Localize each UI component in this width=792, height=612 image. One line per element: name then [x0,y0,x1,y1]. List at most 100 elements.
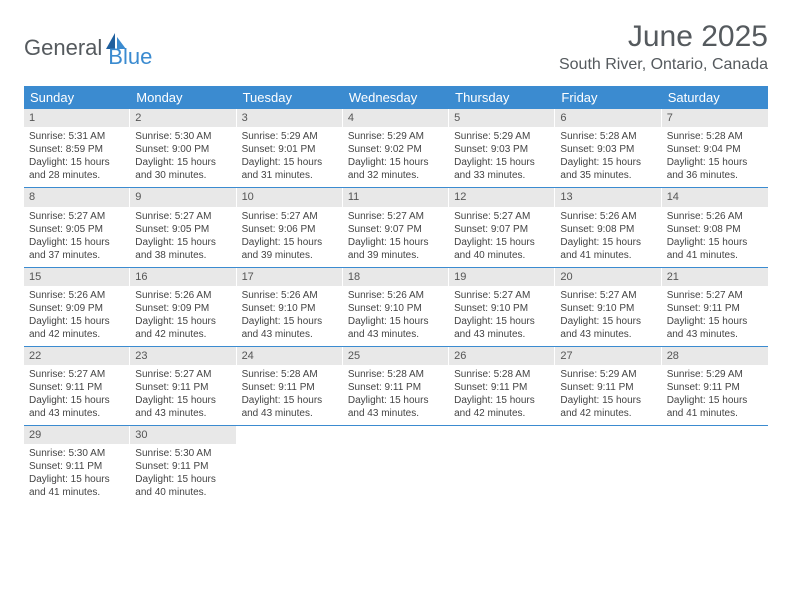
week-row: 29Sunrise: 5:30 AMSunset: 9:11 PMDayligh… [24,426,768,504]
day-cell: 6Sunrise: 5:28 AMSunset: 9:03 PMDaylight… [555,109,661,187]
calendar-page: General Blue June 2025 South River, Onta… [0,0,792,524]
day-number: 1 [24,109,130,127]
sunset-text: Sunset: 9:07 PM [454,223,550,236]
day-body: Sunrise: 5:28 AMSunset: 9:11 PMDaylight:… [449,365,555,425]
day-cell [555,426,661,504]
day-body: Sunrise: 5:29 AMSunset: 9:03 PMDaylight:… [449,127,555,187]
daylight-text: Daylight: 15 hours and 35 minutes. [560,156,656,182]
weeks-container: 1Sunrise: 5:31 AMSunset: 8:59 PMDaylight… [24,109,768,504]
sunrise-text: Sunrise: 5:26 AM [667,210,763,223]
weekday-header: Tuesday [237,86,343,109]
sunrise-text: Sunrise: 5:31 AM [29,130,125,143]
location-label: South River, Ontario, Canada [559,56,768,74]
daylight-text: Daylight: 15 hours and 43 minutes. [242,315,338,341]
daylight-text: Daylight: 15 hours and 43 minutes. [667,315,763,341]
day-body: Sunrise: 5:26 AMSunset: 9:10 PMDaylight:… [237,286,343,346]
day-cell [343,426,449,504]
sunset-text: Sunset: 9:10 PM [242,302,338,315]
daylight-text: Daylight: 15 hours and 43 minutes. [348,315,444,341]
day-body: Sunrise: 5:26 AMSunset: 9:09 PMDaylight:… [24,286,130,346]
day-body: Sunrise: 5:29 AMSunset: 9:11 PMDaylight:… [555,365,661,425]
sunrise-text: Sunrise: 5:27 AM [348,210,444,223]
day-body: Sunrise: 5:27 AMSunset: 9:07 PMDaylight:… [343,207,449,267]
brand-text-general: General [24,35,102,61]
day-cell: 19Sunrise: 5:27 AMSunset: 9:10 PMDayligh… [449,268,555,346]
day-body: Sunrise: 5:31 AMSunset: 8:59 PMDaylight:… [24,127,130,187]
day-number: 27 [555,347,661,365]
sunrise-text: Sunrise: 5:27 AM [29,368,125,381]
day-body: Sunrise: 5:26 AMSunset: 9:08 PMDaylight:… [662,207,768,267]
sunrise-text: Sunrise: 5:27 AM [29,210,125,223]
sunset-text: Sunset: 9:11 PM [348,381,444,394]
day-body: Sunrise: 5:30 AMSunset: 9:11 PMDaylight:… [130,444,236,504]
day-cell: 30Sunrise: 5:30 AMSunset: 9:11 PMDayligh… [130,426,236,504]
daylight-text: Daylight: 15 hours and 32 minutes. [348,156,444,182]
day-body: Sunrise: 5:27 AMSunset: 9:06 PMDaylight:… [237,207,343,267]
week-row: 1Sunrise: 5:31 AMSunset: 8:59 PMDaylight… [24,109,768,188]
sunset-text: Sunset: 9:10 PM [560,302,656,315]
sunrise-text: Sunrise: 5:27 AM [560,289,656,302]
daylight-text: Daylight: 15 hours and 41 minutes. [667,394,763,420]
sunrise-text: Sunrise: 5:29 AM [348,130,444,143]
day-cell: 7Sunrise: 5:28 AMSunset: 9:04 PMDaylight… [662,109,768,187]
day-number: 28 [662,347,768,365]
daylight-text: Daylight: 15 hours and 42 minutes. [454,394,550,420]
day-number: 8 [24,188,130,206]
day-body: Sunrise: 5:28 AMSunset: 9:11 PMDaylight:… [237,365,343,425]
day-number: 12 [449,188,555,206]
page-header: General Blue June 2025 South River, Onta… [24,20,768,74]
sunset-text: Sunset: 9:08 PM [560,223,656,236]
sunrise-text: Sunrise: 5:30 AM [29,447,125,460]
sunset-text: Sunset: 9:11 PM [29,460,125,473]
day-number: 26 [449,347,555,365]
day-cell: 22Sunrise: 5:27 AMSunset: 9:11 PMDayligh… [24,347,130,425]
day-cell: 3Sunrise: 5:29 AMSunset: 9:01 PMDaylight… [237,109,343,187]
daylight-text: Daylight: 15 hours and 28 minutes. [29,156,125,182]
sunrise-text: Sunrise: 5:28 AM [560,130,656,143]
day-cell: 29Sunrise: 5:30 AMSunset: 9:11 PMDayligh… [24,426,130,504]
day-cell: 24Sunrise: 5:28 AMSunset: 9:11 PMDayligh… [237,347,343,425]
day-cell: 8Sunrise: 5:27 AMSunset: 9:05 PMDaylight… [24,188,130,266]
day-body: Sunrise: 5:28 AMSunset: 9:03 PMDaylight:… [555,127,661,187]
sunrise-text: Sunrise: 5:27 AM [454,289,550,302]
title-block: June 2025 South River, Ontario, Canada [559,20,768,74]
day-body: Sunrise: 5:27 AMSunset: 9:10 PMDaylight:… [555,286,661,346]
brand-logo: General Blue [24,20,152,70]
daylight-text: Daylight: 15 hours and 43 minutes. [242,394,338,420]
calendar-grid: Sunday Monday Tuesday Wednesday Thursday… [24,86,768,504]
daylight-text: Daylight: 15 hours and 41 minutes. [667,236,763,262]
sunset-text: Sunset: 9:11 PM [29,381,125,394]
day-body: Sunrise: 5:27 AMSunset: 9:05 PMDaylight:… [130,207,236,267]
month-title: June 2025 [559,20,768,54]
day-body: Sunrise: 5:27 AMSunset: 9:05 PMDaylight:… [24,207,130,267]
day-body: Sunrise: 5:30 AMSunset: 9:11 PMDaylight:… [24,444,130,504]
weekday-header: Sunday [24,86,130,109]
day-body: Sunrise: 5:30 AMSunset: 9:00 PMDaylight:… [130,127,236,187]
sunrise-text: Sunrise: 5:27 AM [667,289,763,302]
sunset-text: Sunset: 9:05 PM [135,223,231,236]
sunset-text: Sunset: 9:11 PM [135,381,231,394]
sunset-text: Sunset: 9:05 PM [29,223,125,236]
day-number: 5 [449,109,555,127]
brand-text-blue: Blue [108,26,152,70]
daylight-text: Daylight: 15 hours and 41 minutes. [29,473,125,499]
weekday-header: Friday [555,86,661,109]
day-cell: 28Sunrise: 5:29 AMSunset: 9:11 PMDayligh… [662,347,768,425]
sunrise-text: Sunrise: 5:27 AM [454,210,550,223]
sunrise-text: Sunrise: 5:28 AM [348,368,444,381]
day-body: Sunrise: 5:29 AMSunset: 9:02 PMDaylight:… [343,127,449,187]
weekday-header: Monday [130,86,236,109]
day-number: 15 [24,268,130,286]
sunset-text: Sunset: 9:03 PM [454,143,550,156]
day-cell: 5Sunrise: 5:29 AMSunset: 9:03 PMDaylight… [449,109,555,187]
day-number: 11 [343,188,449,206]
day-number: 3 [237,109,343,127]
sunset-text: Sunset: 9:11 PM [242,381,338,394]
sunset-text: Sunset: 9:04 PM [667,143,763,156]
day-number: 17 [237,268,343,286]
day-cell: 25Sunrise: 5:28 AMSunset: 9:11 PMDayligh… [343,347,449,425]
week-row: 8Sunrise: 5:27 AMSunset: 9:05 PMDaylight… [24,188,768,267]
day-number: 16 [130,268,236,286]
sunset-text: Sunset: 9:09 PM [135,302,231,315]
day-cell: 27Sunrise: 5:29 AMSunset: 9:11 PMDayligh… [555,347,661,425]
